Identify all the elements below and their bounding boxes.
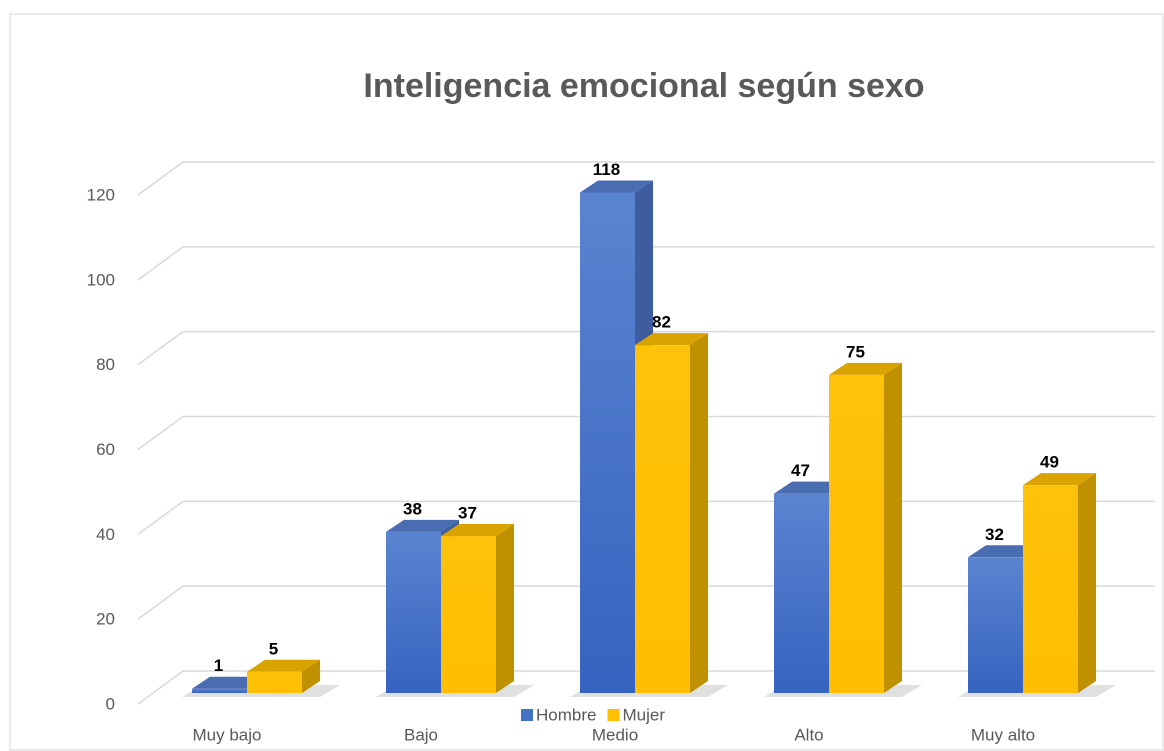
data-label: 49 — [1040, 453, 1059, 472]
bar-side — [884, 362, 902, 693]
bar-top — [386, 519, 459, 532]
y-tick-label: 120 — [87, 185, 115, 204]
data-label: 1 — [214, 656, 223, 675]
x-tick-label: Muy bajo — [193, 725, 262, 744]
bar-side — [302, 659, 320, 693]
bar-top — [441, 524, 514, 537]
legend-label: Mujer — [622, 705, 665, 724]
bar — [774, 493, 829, 693]
data-label: 75 — [846, 342, 865, 361]
y-tick-label: 20 — [96, 610, 115, 629]
bar-top — [580, 180, 653, 193]
legend-swatch — [521, 709, 533, 721]
x-tick-label: Bajo — [404, 725, 438, 744]
bar — [829, 374, 884, 693]
chart-title: Inteligencia emocional según sexo — [363, 67, 924, 105]
bar — [386, 531, 441, 693]
y-tick-label: 60 — [96, 440, 115, 459]
bar-side — [690, 333, 708, 693]
y-tick-label: 80 — [96, 355, 115, 374]
bar-top — [1023, 473, 1096, 486]
bar-top — [968, 545, 1041, 558]
bar-top — [774, 481, 847, 494]
data-label: 37 — [458, 504, 477, 523]
grid-line-side — [137, 415, 184, 451]
data-label: 82 — [652, 313, 671, 332]
bar-side — [496, 524, 514, 693]
data-label: 47 — [791, 461, 810, 480]
grid-line-side — [137, 585, 184, 620]
bar-top — [247, 659, 320, 672]
bar — [1023, 485, 1078, 693]
bar — [247, 671, 302, 693]
grid-line-side — [137, 161, 184, 196]
bar-top — [192, 676, 265, 689]
legend-label: Hombre — [536, 705, 596, 724]
bar-side — [1078, 473, 1096, 693]
data-label: 118 — [593, 160, 620, 179]
data-label: 5 — [269, 639, 278, 658]
grid-line-side — [137, 670, 184, 705]
data-label: 38 — [403, 499, 422, 518]
y-tick-label: 40 — [96, 525, 115, 544]
bar-top — [829, 362, 902, 375]
y-tick-label: 0 — [106, 694, 115, 713]
bar — [580, 192, 635, 693]
x-tick-label: Alto — [794, 725, 823, 744]
bar — [441, 536, 496, 693]
x-tick-label: Medio — [592, 725, 638, 744]
bar — [635, 345, 690, 693]
bar — [968, 557, 1023, 693]
x-tick-label: Muy alto — [971, 725, 1035, 744]
y-tick-label: 100 — [87, 270, 115, 289]
bar-top — [635, 333, 708, 346]
bar — [192, 688, 247, 693]
data-label: 32 — [985, 525, 1004, 544]
legend-swatch — [607, 709, 620, 721]
grid-line-side — [137, 500, 184, 535]
grid-line-side — [137, 331, 184, 366]
grid-line-side — [137, 246, 184, 281]
